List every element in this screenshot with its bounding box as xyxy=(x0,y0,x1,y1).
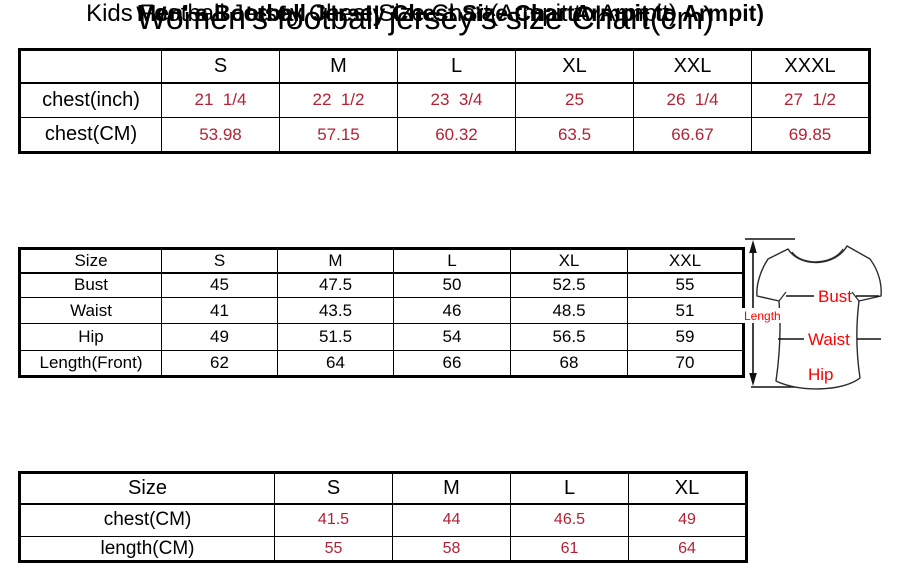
col-header-m: M xyxy=(279,49,398,84)
cell-value: 64 xyxy=(277,350,394,377)
cell-value: 53.98 xyxy=(161,117,280,153)
cell-value: 62 xyxy=(161,350,278,377)
col-header-l: L xyxy=(397,49,516,84)
cell-value: 50 xyxy=(393,272,511,298)
col-header-xxl: XXL xyxy=(627,248,744,274)
arrowhead-down-icon xyxy=(749,373,757,386)
cell-value: 44 xyxy=(392,503,511,537)
table-row: Waist 41 43.5 46 48.5 51 xyxy=(19,297,744,324)
table-row: Bust 45 47.5 50 52.5 55 xyxy=(19,272,744,298)
cell-value: 57.15 xyxy=(279,117,398,153)
mens-header-row: S M L XL XXL XXXL xyxy=(19,49,870,84)
corner-label: Size xyxy=(19,248,162,274)
cell-value: 41 xyxy=(161,297,278,324)
table-row: chest(CM) 41.5 44 46.5 49 xyxy=(19,503,747,537)
bust-label: Bust xyxy=(818,287,852,306)
cell-value: 22 1/2 xyxy=(279,82,398,118)
cell-value: 23 3/4 xyxy=(397,82,516,118)
corner-label: Size xyxy=(19,472,275,505)
womens-header-row: Size S M L XL XXL xyxy=(19,248,744,274)
row-label: chest(CM) xyxy=(19,503,275,537)
cell-value: 69.85 xyxy=(751,117,870,153)
cell-value: 46.5 xyxy=(510,503,629,537)
cell-value: 66 xyxy=(393,350,511,377)
underarm-notch-right xyxy=(851,291,860,302)
row-label: length(CM) xyxy=(19,536,275,562)
cell-value: 55 xyxy=(274,536,393,562)
kids-chart-title: Kids Football Jersey Chest Size Chart(Ar… xyxy=(86,0,677,27)
womens-size-table: Size S M L XL XXL Bust 45 47.5 50 52.5 5… xyxy=(18,247,745,378)
cell-value: 49 xyxy=(161,323,278,351)
waist-label: Waist xyxy=(808,330,850,349)
cell-value: 51 xyxy=(627,297,744,324)
row-label: chest(inch) xyxy=(19,82,162,118)
cell-value: 68 xyxy=(510,350,628,377)
col-header-s: S xyxy=(161,248,278,274)
length-label-backplate xyxy=(742,308,782,323)
cell-value: 66.67 xyxy=(633,117,752,153)
hip-label: Hip xyxy=(808,365,834,384)
row-label: Waist xyxy=(19,297,162,324)
table-row: length(CM) 55 58 61 64 xyxy=(19,536,747,562)
womens-chart-title: Women's football jersey’s size Chart(cm) xyxy=(136,0,714,36)
kids-header-row: Size S M L XL xyxy=(19,472,747,505)
col-header-xl: XL xyxy=(515,49,634,84)
col-header-l: L xyxy=(510,472,629,505)
cell-value: 46 xyxy=(393,297,511,324)
col-header-s: S xyxy=(161,49,280,84)
cell-value: 45 xyxy=(161,272,278,298)
cell-value: 58 xyxy=(392,536,511,562)
cell-value: 70 xyxy=(627,350,744,377)
cell-value: 56.5 xyxy=(510,323,628,351)
cell-value: 27 1/2 xyxy=(751,82,870,118)
tshirt-outline xyxy=(756,245,882,390)
cell-value: 64 xyxy=(628,536,747,562)
corner-cell xyxy=(19,49,162,84)
cell-value: 21 1/4 xyxy=(161,82,280,118)
cell-value: 43.5 xyxy=(277,297,394,324)
tshirt-measure-diagram: Length Bust Waist Hip xyxy=(742,238,882,390)
row-label: chest(CM) xyxy=(19,117,162,153)
kids-size-table: Size S M L XL chest(CM) 41.5 44 46.5 49 … xyxy=(18,471,748,563)
cell-value: 52.5 xyxy=(510,272,628,298)
cell-value: 54 xyxy=(393,323,511,351)
arrowhead-up-icon xyxy=(749,240,757,253)
col-header-xl: XL xyxy=(510,248,628,274)
mens-chart-title: Men' s Bootball Jersey Chest Size ChartA… xyxy=(137,0,764,26)
row-label: Bust xyxy=(19,272,162,298)
table-row: chest(CM) 53.98 57.15 60.32 63.5 66.67 6… xyxy=(19,117,870,153)
cell-value: 51.5 xyxy=(277,323,394,351)
cell-value: 55 xyxy=(627,272,744,298)
col-header-xl: XL xyxy=(628,472,747,505)
cell-value: 49 xyxy=(628,503,747,537)
cell-value: 59 xyxy=(627,323,744,351)
cell-value: 60.32 xyxy=(397,117,516,153)
cell-value: 41.5 xyxy=(274,503,393,537)
col-header-m: M xyxy=(392,472,511,505)
col-header-xxl: XXL xyxy=(633,49,752,84)
row-label: Length(Front) xyxy=(19,350,162,377)
table-row: Hip 49 51.5 54 56.5 59 xyxy=(19,323,744,351)
cell-value: 26 1/4 xyxy=(633,82,752,118)
col-header-s: S xyxy=(274,472,393,505)
collar-band xyxy=(791,248,844,263)
cell-value: 48.5 xyxy=(510,297,628,324)
cell-value: 25 xyxy=(515,82,634,118)
cell-value: 47.5 xyxy=(277,272,394,298)
col-header-m: M xyxy=(277,248,394,274)
col-header-xxxl: XXXL xyxy=(751,49,870,84)
table-row: Length(Front) 62 64 66 68 70 xyxy=(19,350,744,377)
row-label: Hip xyxy=(19,323,162,351)
col-header-l: L xyxy=(393,248,511,274)
cell-value: 61 xyxy=(510,536,629,562)
table-row: chest(inch) 21 1/4 22 1/2 23 3/4 25 26 1… xyxy=(19,82,870,118)
mens-size-table: S M L XL XXL XXXL chest(inch) 21 1/4 22 … xyxy=(18,48,871,154)
cell-value: 63.5 xyxy=(515,117,634,153)
underarm-notch-left xyxy=(778,291,787,302)
length-label: Length xyxy=(744,309,781,323)
